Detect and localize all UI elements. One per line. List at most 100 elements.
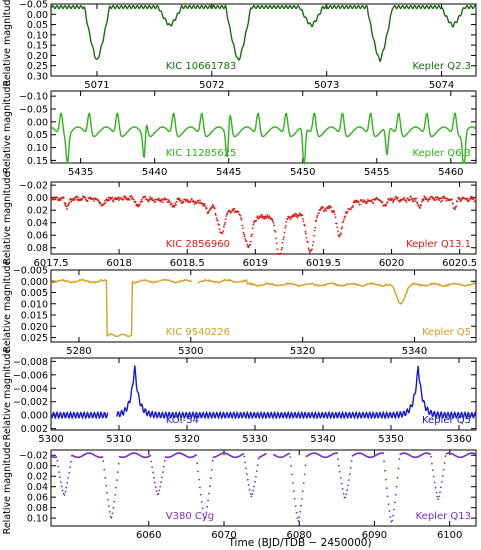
figure-xlabel: Time (BJD/TDB − 2450000): [227, 537, 371, 549]
data-point: [60, 481, 62, 483]
data-point: [225, 215, 228, 217]
data-point: [254, 481, 256, 483]
data-point: [394, 198, 396, 201]
data-point: [345, 212, 348, 215]
data-point: [61, 489, 64, 492]
data-point: [440, 201, 442, 203]
data-point: [203, 202, 206, 205]
plot-frame: [50, 3, 477, 77]
data-point: [122, 198, 125, 201]
x-tick-label: 6019.5: [306, 258, 341, 269]
data-point: [211, 206, 214, 209]
y-tick-label: 0.00: [27, 193, 48, 204]
y-tick-label: −0.02: [19, 181, 48, 192]
data-point: [246, 478, 249, 481]
data-point: [222, 230, 225, 233]
y-axis-label: Relative magnitude: [2, 347, 13, 440]
data-point: [416, 201, 418, 204]
data-point: [322, 206, 325, 209]
data-point: [113, 500, 116, 503]
data-point: [216, 219, 219, 222]
series-line: [50, 112, 476, 166]
quarter-label: Kepler Q13: [416, 511, 471, 522]
data-point: [439, 491, 441, 494]
data-point: [346, 210, 349, 213]
data-point: [206, 505, 209, 508]
data-point: [103, 468, 106, 471]
data-point: [167, 199, 170, 201]
data-point: [117, 462, 120, 465]
data-point: [169, 201, 171, 204]
data-point: [243, 235, 246, 238]
data-point: [86, 200, 89, 203]
data-point: [101, 456, 104, 458]
data-point: [257, 457, 260, 460]
data-point: [339, 233, 342, 236]
data-point: [280, 252, 282, 255]
data-point: [203, 517, 206, 520]
x-tick-label: 6020.5: [442, 258, 477, 269]
data-point: [391, 519, 394, 522]
data-point: [255, 475, 257, 478]
data-point: [436, 495, 439, 498]
data-point: [341, 226, 344, 229]
data-point: [198, 202, 201, 204]
data-point: [474, 200, 477, 203]
data-point: [349, 208, 352, 211]
data-point: [249, 240, 252, 243]
x-tick-label: 5340: [402, 346, 427, 357]
data-point: [441, 199, 443, 202]
data-point: [438, 495, 440, 498]
x-tick-label: 5320: [290, 346, 315, 357]
data-point: [233, 207, 236, 210]
data-point: [154, 486, 157, 488]
x-tick-label: 5310: [106, 434, 131, 445]
data-point: [116, 479, 118, 481]
data-point: [314, 226, 317, 229]
data-point: [242, 231, 245, 234]
data-point: [385, 204, 388, 207]
x-tick-label: 5320: [174, 434, 199, 445]
data-point: [394, 501, 396, 504]
data-point: [241, 224, 244, 227]
data-point: [295, 511, 298, 514]
data-point: [77, 196, 79, 199]
data-point: [416, 202, 419, 205]
data-point: [105, 484, 107, 487]
data-point: [159, 485, 162, 488]
y-tick-label: 0.08: [27, 243, 48, 254]
data-point: [346, 489, 348, 492]
y-tick-label: 0.04: [27, 218, 48, 229]
data-point: [230, 210, 233, 213]
data-point: [261, 213, 263, 216]
data-point: [281, 241, 284, 244]
x-tick-label: 6090: [362, 530, 387, 541]
data-point: [337, 458, 339, 460]
series-line: [50, 365, 477, 420]
data-point: [398, 458, 401, 460]
data-point: [175, 204, 177, 206]
data-point: [303, 473, 306, 476]
y-tick-label: 0.00: [27, 461, 48, 472]
y-tick-label: −0.008: [13, 357, 48, 368]
data-point: [442, 468, 445, 471]
data-point: [157, 492, 160, 495]
data-point: [243, 233, 246, 236]
data-point: [406, 197, 409, 200]
data-point: [284, 225, 287, 227]
data-point: [359, 203, 361, 206]
y-axis-label: Relative magnitude: [2, 441, 13, 534]
data-point: [161, 201, 164, 204]
data-point: [84, 196, 87, 199]
data-point: [435, 198, 438, 201]
data-point: [110, 516, 113, 519]
data-point: [193, 203, 196, 206]
x-tick-label: 5360: [446, 434, 471, 445]
data-point: [153, 481, 156, 484]
data-point: [237, 210, 240, 213]
data-point: [263, 217, 266, 220]
data-point: [293, 497, 296, 500]
data-point: [405, 201, 408, 204]
data-point: [69, 197, 72, 200]
data-point: [215, 214, 217, 216]
